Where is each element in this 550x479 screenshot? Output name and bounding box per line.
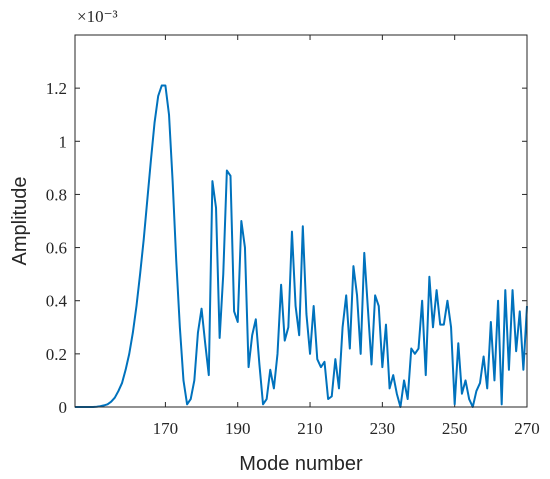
y-tick-label: 0.4: [46, 292, 68, 311]
x-tick-label: 250: [442, 419, 468, 438]
x-tick-label: 230: [370, 419, 396, 438]
y-tick-label: 0.6: [46, 239, 67, 258]
y-tick-label: 0.2: [46, 345, 67, 364]
y-axis-label: Amplitude: [9, 177, 31, 266]
data-line: [75, 84, 528, 408]
x-tick-label: 170: [153, 419, 179, 438]
y-tick-label: 1: [59, 132, 68, 151]
x-axis-label: Mode number: [239, 453, 363, 475]
x-tick-label: 210: [297, 419, 323, 438]
y-tick-label: 1.2: [46, 79, 67, 98]
y-tick-label: 0.8: [46, 185, 67, 204]
plot-frame: [74, 34, 528, 408]
x-tick-label: 190: [225, 419, 251, 438]
y-tick-label: 0: [59, 398, 68, 417]
x-tick-label: 270: [514, 419, 540, 438]
y-exponent: ×10⁻³: [77, 7, 118, 26]
